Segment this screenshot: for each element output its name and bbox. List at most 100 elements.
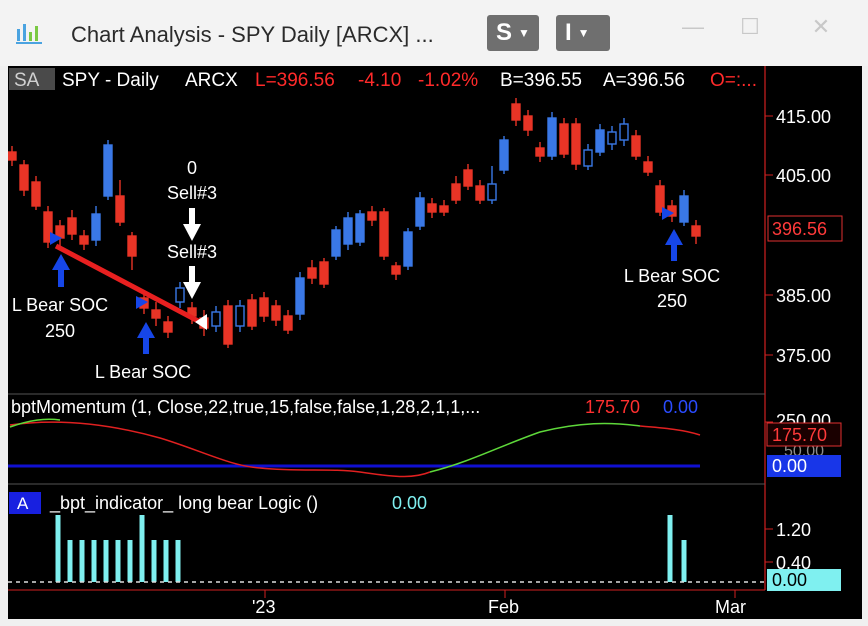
candle xyxy=(403,228,413,270)
histogram-bar xyxy=(103,540,109,582)
candle xyxy=(307,260,317,284)
candle xyxy=(103,140,113,200)
histogram-bar xyxy=(55,515,61,582)
histogram-bar xyxy=(127,540,133,582)
price-candles xyxy=(8,98,701,348)
i-button-label: I xyxy=(565,19,572,46)
candle xyxy=(331,226,341,260)
up-arrow-icon xyxy=(665,229,683,261)
time-axis-label: '23 xyxy=(252,597,275,617)
indicator-badge-label: A xyxy=(17,494,29,513)
candle xyxy=(31,176,41,210)
bear-soc-label: L Bear SOC xyxy=(624,266,720,286)
candle xyxy=(211,306,221,332)
candle xyxy=(8,146,17,166)
candle xyxy=(511,98,521,126)
momentum-value-tag xyxy=(766,422,842,447)
momentum-tag-value: 175.70 xyxy=(772,425,827,445)
candle xyxy=(607,126,617,150)
candle xyxy=(247,294,257,330)
histogram-bar xyxy=(115,540,121,582)
candle xyxy=(535,142,545,162)
last-price: L=396.56 xyxy=(255,70,335,91)
chevron-down-icon: ▼ xyxy=(518,26,530,40)
chart-area[interactable]: SA SPY - Daily ARCX L=396.56 -4.10 -1.02… xyxy=(8,66,862,619)
trendline xyxy=(54,243,202,325)
bear-soc-label: L Bear SOC xyxy=(12,295,108,315)
momentum-line-rising xyxy=(9,418,61,428)
price-tick: 415.00 xyxy=(776,107,831,127)
histogram-bar xyxy=(681,540,687,582)
close-button[interactable]: ✕ xyxy=(811,14,831,39)
candle xyxy=(319,258,329,288)
candle xyxy=(223,300,233,348)
candle xyxy=(631,130,641,160)
right-marker-icon xyxy=(50,232,62,245)
histogram-bar xyxy=(67,540,73,582)
candle xyxy=(295,272,305,320)
candle xyxy=(559,118,569,158)
candle xyxy=(43,206,53,248)
momentum-signal-tag-value: 0.00 xyxy=(772,456,807,476)
momentum-value: 175.70 xyxy=(585,397,640,417)
candle xyxy=(643,156,653,176)
momentum-line-falling xyxy=(639,425,701,436)
sa-badge[interactable] xyxy=(9,68,55,90)
histogram-bar xyxy=(667,515,673,582)
bear-soc-count: 250 xyxy=(45,321,75,341)
s-dropdown-button[interactable]: S ▼ xyxy=(487,15,539,51)
candle xyxy=(127,232,137,270)
candle xyxy=(79,230,89,250)
candle xyxy=(679,190,689,226)
momentum-line-rising xyxy=(429,422,641,473)
candle xyxy=(259,292,269,322)
current-price-tag xyxy=(767,215,843,242)
candle xyxy=(91,206,101,246)
histogram-bar xyxy=(175,540,181,582)
app-logo-icon xyxy=(16,24,42,44)
time-axis-label: Mar xyxy=(715,597,746,617)
candle xyxy=(151,302,161,326)
histogram-bar xyxy=(151,540,157,582)
histogram-bar xyxy=(163,540,169,582)
right-marker-icon xyxy=(662,207,674,220)
candle xyxy=(655,180,665,216)
maximize-button[interactable]: ☐ xyxy=(740,14,760,39)
bear-soc-label: L Bear SOC xyxy=(95,362,191,382)
indicator-badge[interactable] xyxy=(9,492,41,514)
candle xyxy=(55,220,65,246)
open-price: O=:... xyxy=(710,70,757,91)
minimize-button[interactable]: — xyxy=(682,14,704,39)
s-button-label: S xyxy=(496,19,513,46)
candle xyxy=(19,160,29,196)
price-change: -4.10 xyxy=(358,70,401,91)
momentum-label: bptMomentum (1, Close,22,true,15,false,f… xyxy=(11,397,480,417)
exchange-label: ARCX xyxy=(185,70,238,91)
candle xyxy=(283,310,293,334)
candle xyxy=(583,144,593,170)
indicator-axis-tick: 1.20 xyxy=(776,520,811,540)
i-dropdown-button[interactable]: I ▼ xyxy=(556,15,610,51)
signal-count-label: 0 xyxy=(187,158,197,178)
candle xyxy=(451,176,461,204)
candle xyxy=(115,180,125,226)
sell-signal-label: Sell#3 xyxy=(167,183,217,203)
bear-soc-count: 250 xyxy=(657,291,687,311)
indicator-value-tag xyxy=(767,569,841,591)
candle xyxy=(439,200,449,216)
price-axis[interactable]: 415.00 405.00 385.00 375.00 396.56 xyxy=(765,107,843,366)
price-tick: 375.00 xyxy=(776,346,831,366)
indicator-value: 0.00 xyxy=(392,493,427,513)
candle xyxy=(547,112,557,160)
right-marker-icon xyxy=(136,296,148,309)
down-arrow-icon xyxy=(183,266,201,299)
candle xyxy=(367,206,377,226)
candle xyxy=(463,164,473,190)
candle xyxy=(415,192,425,230)
down-arrow-icon xyxy=(183,208,201,241)
candle xyxy=(523,110,533,136)
indicator-histogram xyxy=(55,515,687,582)
price-tick: 405.00 xyxy=(776,166,831,186)
candle xyxy=(691,220,701,244)
histogram-bar xyxy=(79,540,85,582)
